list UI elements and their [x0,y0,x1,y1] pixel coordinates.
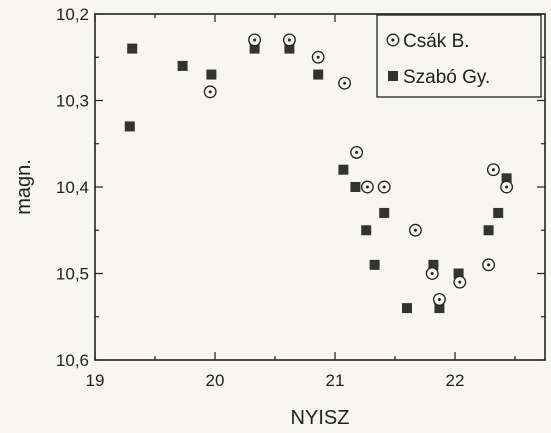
csak-data-point [311,50,325,64]
y-tick-label: 10,6 [56,351,89,370]
szabo-data-point [177,60,188,71]
csak-data-point [453,275,467,289]
legend-box [376,14,542,98]
csak-data-point [486,163,500,177]
legend-marker [386,33,400,47]
szabo-data-point [369,259,380,270]
csak-data-point [500,180,514,194]
szabo-data-point [313,69,324,80]
szabo-data-point [453,268,464,279]
tick-labels: 19 20 21 22 10,2 10,3 10,4 10,5 10,6 [56,5,465,390]
x-axis-title: NYISZ [291,407,350,429]
csak-data-point [408,223,422,237]
szabo-data-point [483,225,494,236]
csak-data-point [282,33,296,47]
data-points [124,33,514,314]
y-tick-label: 10,4 [56,178,89,197]
csak-data-point [203,85,217,99]
szabo-data-point [206,69,217,80]
plot-frame [94,13,546,361]
szabo-data-point [379,207,390,218]
legend-marker [388,71,398,81]
csak-data-point [360,180,374,194]
x-tick-label: 20 [206,371,225,390]
legend: Csák B. Szabó Gy. [376,14,542,98]
szabo-data-point [361,225,372,236]
csak-data-point [425,267,439,280]
y-axis-title: magn. [13,159,35,215]
szabo-data-point [428,259,439,270]
x-tick-label: 22 [446,371,465,390]
csak-data-point [377,180,391,194]
legend-label: Csák B. [403,31,470,52]
szabo-data-point [501,173,512,184]
szabo-data-point [350,182,361,192]
x-tick-label: 19 [86,371,105,390]
szabo-data-point [402,303,412,314]
szabo-data-point [249,43,260,54]
szabo-data-point [338,164,349,175]
y-tick-label: 10,2 [56,5,89,24]
csak-data-point [350,145,364,159]
szabo-data-point [284,43,295,54]
x-tick-label: 21 [326,371,345,390]
y-tick-label: 10,3 [56,92,89,111]
szabo-data-point [124,121,135,132]
csak-data-point [482,258,496,272]
csak-data-point [338,76,352,90]
csak-data-point [248,33,262,47]
szabo-data-point [493,207,504,218]
szabo-data-point [434,303,445,314]
szabo-data-point [127,43,138,54]
legend-label: Szabó Gy. [403,67,490,88]
y-tick-label: 10,5 [56,265,89,284]
csak-data-point [432,293,446,306]
